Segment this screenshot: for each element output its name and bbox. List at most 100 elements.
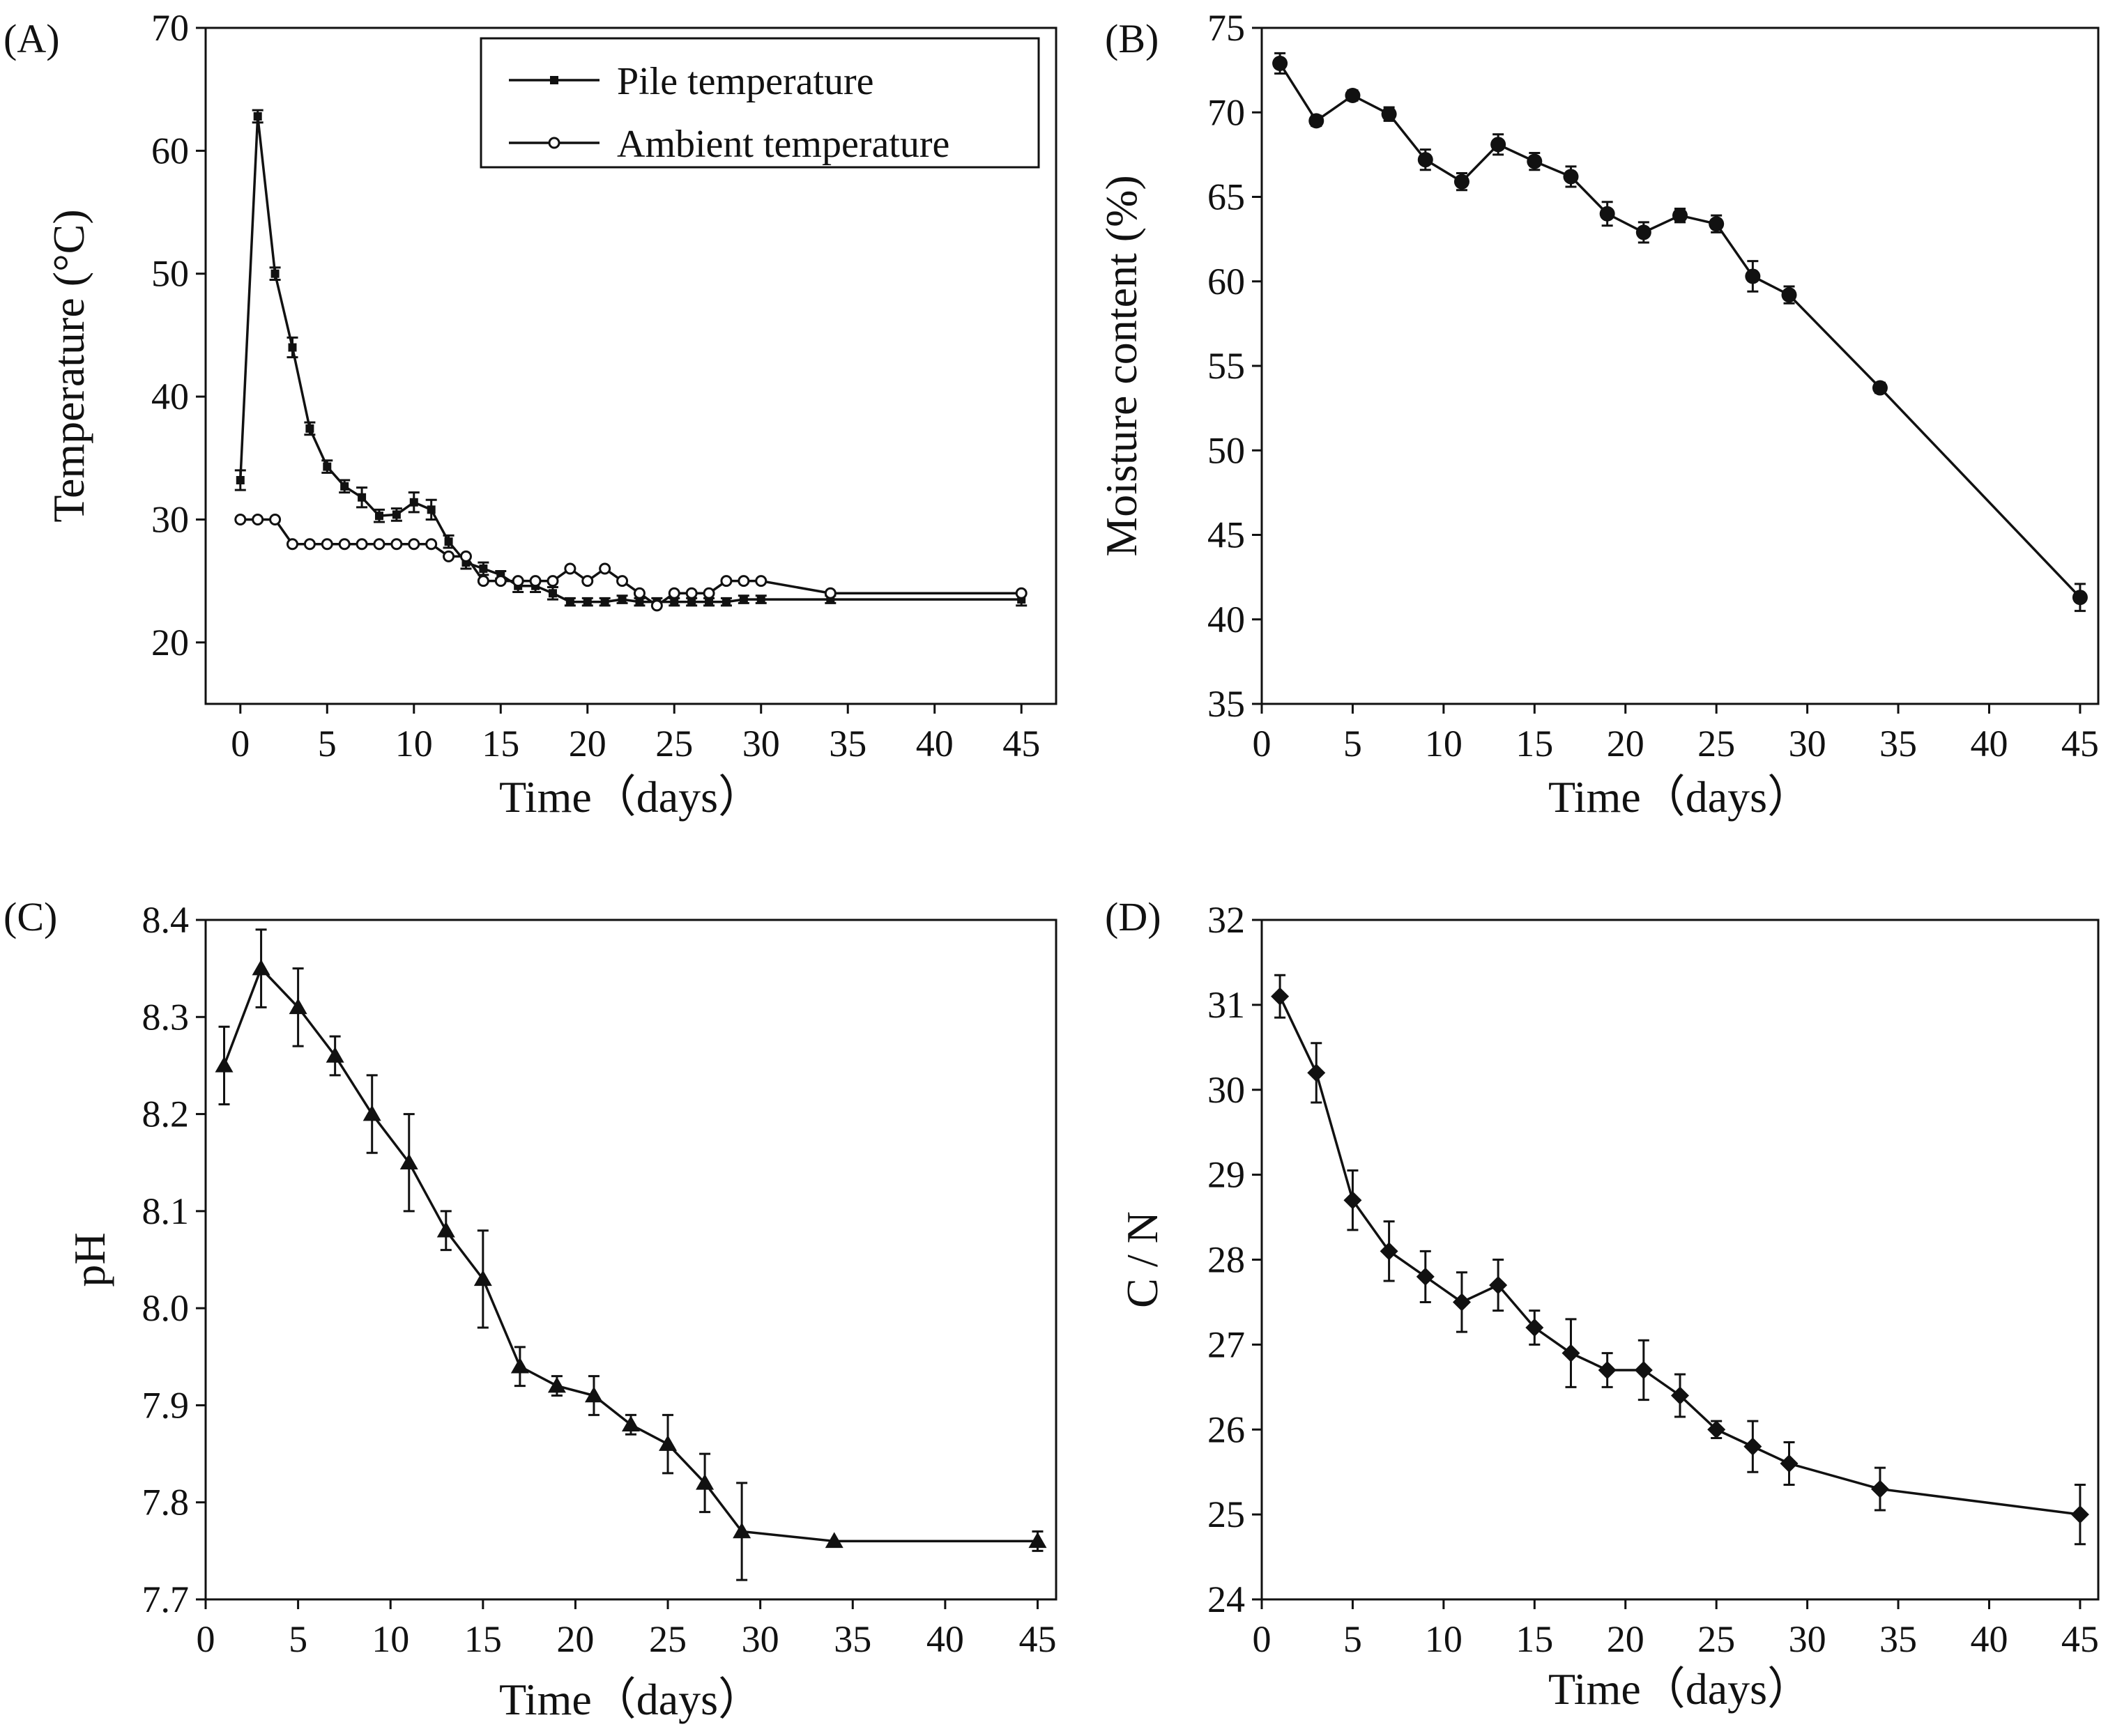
point-p0-s1-20 xyxy=(581,575,594,587)
point-p2-s0-6 xyxy=(436,1221,455,1238)
chart-panel-0: (A) 0 5 10 15 20 25 30 35 40 45 20 30 40 50 60 70 Time（da… xyxy=(3,7,1058,822)
point-p0-s0-5 xyxy=(323,462,332,471)
point-p0-s1-23 xyxy=(633,587,646,599)
x-tick-label: 15 xyxy=(464,1618,502,1660)
point-p2-s0-12 xyxy=(659,1435,678,1451)
x-tick-label: 25 xyxy=(649,1618,687,1660)
y-tick-label: 26 xyxy=(1207,1408,1245,1450)
legend-label: Pile temperature xyxy=(617,60,874,103)
point-p0-s0-6 xyxy=(340,482,349,491)
point-p0-s0-23 xyxy=(635,597,644,606)
point-p3-s0-7 xyxy=(1525,1319,1544,1337)
y-tick-label: 24 xyxy=(1207,1578,1245,1620)
point-p1-s0-9 xyxy=(1599,206,1615,222)
y-tick-label: 8.0 xyxy=(142,1287,190,1329)
point-p0-s1-29 xyxy=(738,575,750,587)
x-tick-label: 40 xyxy=(916,723,954,765)
x-tick-label: 30 xyxy=(742,1618,779,1660)
x-tick-label: 10 xyxy=(1425,1618,1463,1660)
point-p0-s1-4 xyxy=(303,538,316,551)
y-tick-label: 8.3 xyxy=(142,996,190,1038)
x-tick-label: 45 xyxy=(2061,1618,2099,1660)
y-tick-label: 60 xyxy=(151,130,189,171)
y-tick-label: 8.2 xyxy=(142,1093,190,1135)
point-p2-s0-16 xyxy=(1028,1532,1047,1549)
point-p1-s0-14 xyxy=(1781,287,1797,303)
x-tick-label: 30 xyxy=(1789,1618,1826,1660)
point-p0-s0-10 xyxy=(409,498,418,507)
x-tick-label: 35 xyxy=(1879,1618,1917,1660)
x-tick-label: 45 xyxy=(2061,723,2099,765)
point-p0-s1-24 xyxy=(650,599,663,612)
point-p0-s0-2 xyxy=(270,269,280,278)
point-p2-s0-15 xyxy=(825,1532,843,1549)
y-tick-label: 27 xyxy=(1207,1323,1245,1365)
point-p0-s1-6 xyxy=(338,538,351,551)
y-axis-title: C / N xyxy=(1117,1211,1167,1308)
y-tick-label: 7.8 xyxy=(142,1482,190,1523)
y-axis-title: Moisture content (%) xyxy=(1097,175,1146,556)
point-p2-s0-1 xyxy=(252,959,270,976)
point-p1-s0-11 xyxy=(1672,208,1688,224)
y-tick-label: 7.9 xyxy=(142,1384,190,1426)
point-p0-s1-15 xyxy=(494,575,507,587)
point-p0-s1-1 xyxy=(252,513,264,525)
series-line-0 xyxy=(239,116,1022,604)
point-p3-s0-16 xyxy=(2070,1505,2089,1524)
x-tick-label: 35 xyxy=(1879,723,1917,765)
point-p0-s0-27 xyxy=(705,597,714,606)
point-p1-s0-6 xyxy=(1490,137,1506,153)
point-p2-s0-9 xyxy=(547,1376,566,1393)
point-p1-s0-12 xyxy=(1709,216,1725,232)
y-tick-label: 50 xyxy=(1207,429,1245,471)
point-p0-s0-8 xyxy=(374,512,383,521)
chart-panel-2: (C) 0 5 10 15 20 25 30 35 40 45 7.7 7.8 7.9 8.0 8.1 8.2 8… xyxy=(3,894,1058,1724)
y-tick-label: 7.7 xyxy=(142,1578,190,1620)
y-tick-label: 75 xyxy=(1207,7,1245,49)
point-p1-s0-0 xyxy=(1272,55,1288,71)
point-p0-s1-19 xyxy=(564,562,577,575)
point-p2-s0-3 xyxy=(326,1047,344,1063)
x-tick-label: 15 xyxy=(1515,1618,1553,1660)
point-p0-s0-11 xyxy=(427,505,436,514)
x-tick-label: 0 xyxy=(231,723,250,765)
point-p2-s0-11 xyxy=(622,1415,640,1432)
plot-frame xyxy=(1260,919,2100,1601)
x-axis-title: Time（days） xyxy=(1548,1664,1812,1714)
point-p2-s0-13 xyxy=(696,1473,715,1490)
point-p0-s1-13 xyxy=(459,550,472,562)
x-tick-label: 20 xyxy=(556,1618,594,1660)
point-p3-s0-4 xyxy=(1416,1267,1435,1286)
point-p3-s0-13 xyxy=(1743,1437,1762,1456)
point-p1-s0-5 xyxy=(1453,174,1469,190)
point-p0-s1-30 xyxy=(755,575,768,587)
x-tick-label: 10 xyxy=(1425,723,1463,765)
point-p0-s1-28 xyxy=(720,575,733,587)
plot-frame xyxy=(204,919,1058,1601)
point-p1-s0-2 xyxy=(1345,88,1361,103)
point-p2-s0-2 xyxy=(289,998,307,1015)
y-tick-label: 8.1 xyxy=(142,1190,190,1232)
point-p0-s0-21 xyxy=(600,597,609,606)
point-p0-s0-0 xyxy=(236,476,245,485)
point-p2-s0-5 xyxy=(399,1153,418,1169)
plot-frame xyxy=(1260,26,2100,705)
point-p0-s1-3 xyxy=(286,538,298,551)
y-tick-label: 60 xyxy=(1207,261,1245,302)
point-p3-s0-12 xyxy=(1707,1420,1726,1439)
point-p0-s1-26 xyxy=(685,587,698,599)
y-axis-title: pH xyxy=(65,1232,114,1286)
point-p0-s0-4 xyxy=(305,424,314,433)
point-p2-s0-8 xyxy=(510,1357,529,1374)
point-p3-s0-14 xyxy=(1780,1454,1799,1473)
x-tick-label: 25 xyxy=(1697,723,1735,765)
point-p0-s0-3 xyxy=(288,343,297,352)
chart-panel-1: (B) 0 5 10 15 20 25 30 35 40 45 35 40 45 50 55 60 65 70 75 T… xyxy=(1097,7,2100,822)
x-tick-label: 5 xyxy=(289,1618,307,1660)
point-p3-s0-0 xyxy=(1271,987,1290,1006)
point-p0-s1-7 xyxy=(356,538,368,551)
point-p3-s0-15 xyxy=(1870,1480,1889,1498)
panel-label: (C) xyxy=(3,894,57,939)
x-tick-label: 0 xyxy=(197,1618,215,1660)
point-p1-s0-10 xyxy=(1635,224,1651,240)
